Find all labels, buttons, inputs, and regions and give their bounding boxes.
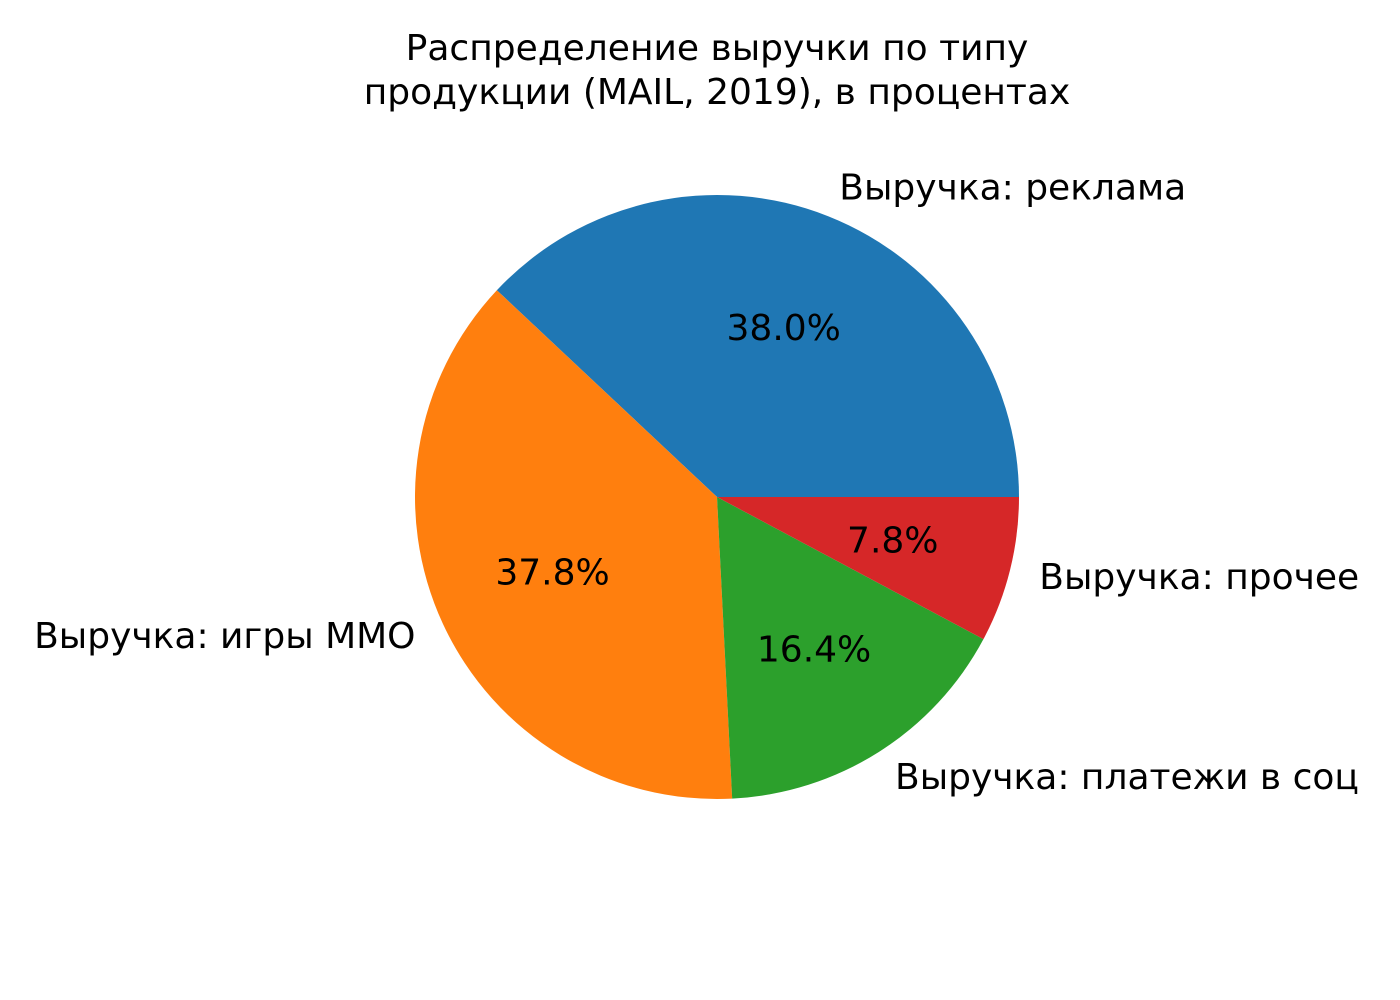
pie-slice-category-label: Выручка: игры MMO [34, 616, 415, 657]
pie-slice-2 [415, 290, 733, 799]
pie-slice-4 [717, 497, 1019, 640]
pie-slice-category-label: Выручка: прочее [1039, 557, 1359, 598]
pie-slice-category-label: Выручка: платежи в соц [895, 757, 1359, 798]
pie-slice-category-label: Выручка: реклама [839, 168, 1186, 209]
chart-title-line-1: Распределение выручки по типу [406, 28, 1029, 69]
pie-slice-3 [717, 497, 984, 799]
pie-slice-pct-label: 37.8% [495, 553, 609, 594]
pie-slice-pct-label: 38.0% [727, 308, 841, 349]
chart-title-line-2: продукции (MAIL, 2019), в процентах [364, 72, 1071, 113]
pie-slice-1 [496, 195, 1020, 498]
pie-labels: 38.0% Выручка: реклама 37.8% Выручка: игры … [34, 168, 1359, 798]
pie-slice-pct-label: 7.8% [847, 520, 938, 561]
pie-slices [415, 195, 1020, 799]
pie-slice-pct-label: 16.4% [757, 629, 871, 670]
